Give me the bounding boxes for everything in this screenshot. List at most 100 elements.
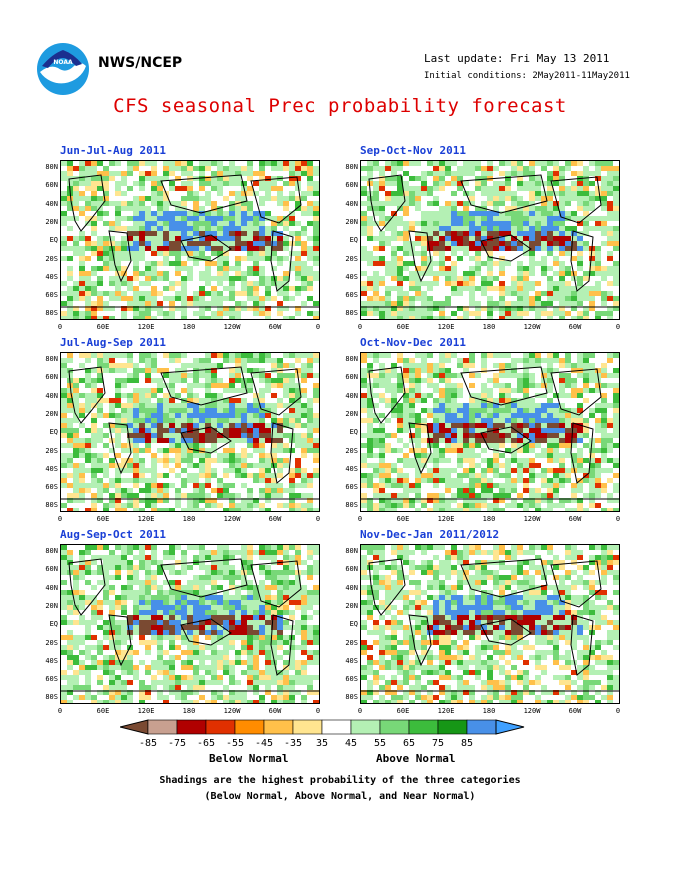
lon-tick-label: 0 <box>315 707 321 715</box>
lat-tick-label: 20N <box>45 601 58 610</box>
lon-tick-label: 0 <box>357 323 363 331</box>
lat-tick-label: 80S <box>345 309 358 318</box>
lat-tick-label: 60N <box>45 373 58 382</box>
colorbar-segment <box>437 719 468 735</box>
lat-tick-label: 20S <box>45 638 58 647</box>
lat-tick-label: 80S <box>45 693 58 702</box>
lat-tick-label: 60S <box>345 483 358 492</box>
last-update: Last update: Fri May 13 2011 <box>424 52 610 65</box>
lon-tick-label: 60E <box>396 323 410 331</box>
lat-tick-label: EQ <box>49 236 58 245</box>
panel-title: Jul-Aug-Sep 2011 <box>60 336 166 349</box>
lat-tick-label: 40S <box>45 464 58 473</box>
colorbar-tick-label: 55 <box>373 738 387 749</box>
lat-tick-label: EQ <box>349 428 358 437</box>
lat-tick-label: 40N <box>45 391 58 400</box>
below-normal-label: Below Normal <box>209 752 289 765</box>
lon-tick-label: 60W <box>568 707 582 715</box>
colorbar-segment <box>205 719 236 735</box>
lon-tick-label: 180 <box>482 707 496 715</box>
lon-tick-label: 120E <box>137 323 155 331</box>
lon-tick-label: 60E <box>96 323 110 331</box>
lon-tick-label: 60E <box>96 707 110 715</box>
lat-tick-label: 40N <box>345 583 358 592</box>
colorbar-tick-label: -65 <box>196 738 216 749</box>
lat-tick-label: 40S <box>345 656 358 665</box>
forecast-map <box>360 544 620 704</box>
lat-tick-label: 80N <box>45 163 58 171</box>
lon-tick-label: 60W <box>268 707 282 715</box>
colorbar-tick-label: -55 <box>225 738 245 749</box>
lat-tick-label: 60N <box>45 565 58 574</box>
lon-tick-label: 0 <box>57 707 63 715</box>
panel-title: Jun-Jul-Aug 2011 <box>60 144 166 157</box>
colorbar <box>119 718 560 740</box>
lon-tick-label: 60E <box>396 515 410 523</box>
lon-tick-label: 120W <box>223 707 241 715</box>
lat-tick-label: 40N <box>345 391 358 400</box>
colorbar-tick-label: 45 <box>344 738 358 749</box>
lon-tick-label: 120W <box>523 515 541 523</box>
lon-tick-label: 60E <box>96 515 110 523</box>
colorbar-tick-label: -35 <box>283 738 303 749</box>
lat-tick-label: 20S <box>345 638 358 647</box>
lon-tick-label: 120W <box>523 323 541 331</box>
lon-tick-label: 0 <box>357 515 363 523</box>
panel-title: Nov-Dec-Jan 2011/2012 <box>360 528 500 541</box>
lon-tick-label: 0 <box>315 515 321 523</box>
lat-tick-label: 20N <box>345 217 358 226</box>
forecast-map <box>60 544 320 704</box>
lat-tick-label: 60S <box>345 291 358 300</box>
lat-tick-label: 60S <box>45 291 58 300</box>
lat-tick-label: 40S <box>345 464 358 473</box>
lat-tick-label: 20N <box>45 217 58 226</box>
lat-tick-label: 20S <box>345 446 358 455</box>
lon-tick-label: 60E <box>396 707 410 715</box>
lat-tick-label: 60S <box>345 675 358 684</box>
colorbar-segment <box>350 719 381 735</box>
colorbar-tick-label: -75 <box>167 738 187 749</box>
lat-tick-label: 20S <box>45 446 58 455</box>
lat-tick-label: 40S <box>345 272 358 281</box>
colorbar-tick-label: 65 <box>402 738 416 749</box>
forecast-map <box>60 160 320 320</box>
colorbar-tick-label: 85 <box>460 738 474 749</box>
lat-tick-label: 60N <box>345 181 358 190</box>
lat-tick-label: 60N <box>45 181 58 190</box>
lon-tick-label: 0 <box>615 707 621 715</box>
lat-tick-label: EQ <box>49 620 58 629</box>
lat-tick-label: 20S <box>45 254 58 263</box>
lat-tick-label: 40N <box>45 583 58 592</box>
colorbar-arrow-left <box>119 719 149 735</box>
panel-title: Aug-Sep-Oct 2011 <box>60 528 166 541</box>
lon-tick-label: 120W <box>223 515 241 523</box>
lat-tick-label: 80N <box>45 547 58 555</box>
lat-tick-label: 80S <box>45 309 58 318</box>
colorbar-segment <box>408 719 439 735</box>
lon-tick-label: 120E <box>137 707 155 715</box>
colorbar-tick-label: 75 <box>431 738 445 749</box>
lon-tick-label: 180 <box>182 323 196 331</box>
lat-tick-label: 60S <box>45 675 58 684</box>
lon-tick-label: 180 <box>482 323 496 331</box>
lat-tick-label: 80N <box>345 355 358 363</box>
colorbar-segment <box>234 719 265 735</box>
lon-tick-label: 120E <box>437 707 455 715</box>
forecast-map <box>360 352 620 512</box>
lat-tick-label: 20N <box>345 601 358 610</box>
lon-tick-label: 60W <box>568 323 582 331</box>
page-title: CFS seasonal Prec probability forecast <box>113 95 567 117</box>
lat-tick-label: 40N <box>45 199 58 208</box>
colorbar-segment <box>379 719 410 735</box>
lon-tick-label: 180 <box>182 707 196 715</box>
colorbar-segment <box>292 719 323 735</box>
lon-tick-label: 180 <box>482 515 496 523</box>
footnote-line-1: Shadings are the highest probability of … <box>159 775 521 786</box>
colorbar-arrow-right <box>495 719 525 735</box>
forecast-map <box>360 160 620 320</box>
org-name: NWS/NCEP <box>98 55 183 71</box>
initial-conditions: Initial conditions: 2May2011-11May2011 <box>424 71 630 81</box>
lat-tick-label: 40N <box>345 199 358 208</box>
colorbar-segment <box>147 719 178 735</box>
lon-tick-label: 60W <box>268 515 282 523</box>
